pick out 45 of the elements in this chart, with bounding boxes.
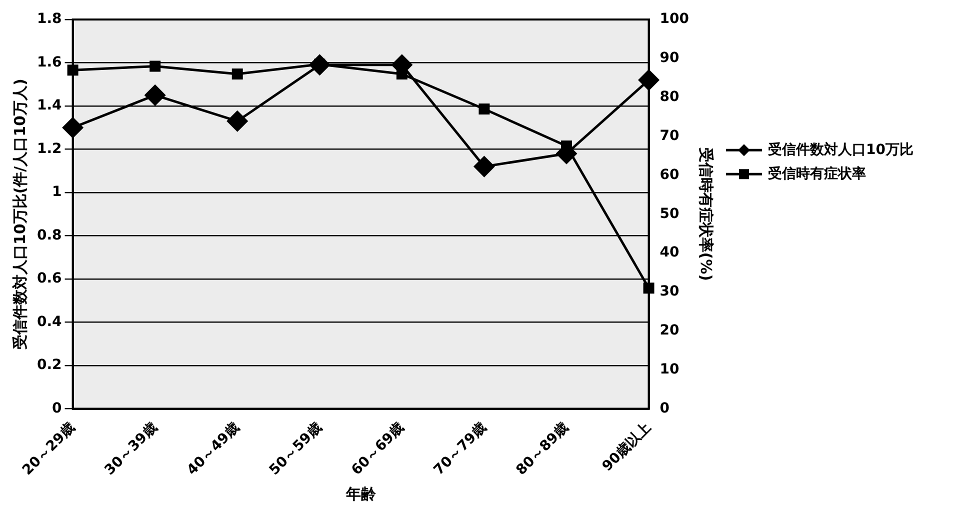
x-tick-label: 40～49歳 — [184, 420, 243, 478]
point — [144, 84, 166, 106]
y2-tick-label: 30 — [660, 284, 680, 300]
point — [396, 68, 408, 80]
y2-tick-label: 60 — [660, 166, 680, 183]
y2-tick-label: 50 — [660, 206, 680, 222]
x-tick-label: 80～89歳 — [513, 420, 572, 478]
y2-tick-label: 40 — [660, 244, 680, 261]
point — [67, 64, 78, 76]
x-tick-label: 30～39歳 — [102, 420, 160, 478]
y2-tick-label: 20 — [660, 322, 680, 339]
y-tick-label: 1 — [52, 184, 62, 200]
y2-tick-label: 10 — [660, 361, 680, 378]
y2-axis-title: 受信時有症状率(%) — [697, 146, 716, 282]
y2-tick-label: 80 — [660, 88, 680, 105]
y-tick-label: 0 — [52, 400, 62, 416]
legend-label: 受信件数対人口10万比 — [767, 140, 914, 158]
y-tick-label: 1.2 — [36, 140, 62, 157]
point — [478, 104, 490, 115]
y-tick-label: 0.8 — [36, 227, 62, 244]
x-tick-label: 90歳以上 — [599, 420, 654, 475]
x-tick-label: 60～69歳 — [348, 420, 408, 478]
y2-tick-label: 90 — [660, 50, 680, 66]
point — [474, 156, 494, 177]
y-tick-label: 0.4 — [36, 314, 62, 330]
point — [643, 282, 654, 294]
y2-tick-label: 70 — [660, 128, 680, 144]
point — [227, 110, 248, 132]
y-tick-label: 1.6 — [36, 54, 62, 70]
point — [232, 68, 243, 80]
legend-label: 受信時有症状率 — [767, 164, 866, 182]
y-tick-label: 1.4 — [36, 98, 62, 114]
x-axis-title: 年齢 — [344, 484, 377, 503]
y-tick-label: 0.6 — [36, 270, 62, 287]
y-axis-title: 受信件数対人口10万比(件/人口10万人) — [10, 78, 29, 351]
y2-tick-label: 0 — [660, 400, 670, 416]
point — [150, 60, 161, 72]
point — [638, 70, 660, 90]
point — [62, 117, 84, 138]
x-tick-label: 70～79歳 — [430, 420, 490, 478]
x-tick-label: 50～59歳 — [266, 420, 326, 478]
y2-tick-label: 100 — [660, 11, 690, 28]
y-tick-label: 1.8 — [36, 11, 62, 28]
y-tick-label: 0.2 — [36, 357, 62, 374]
x-tick-label: 20～29歳 — [20, 420, 78, 478]
